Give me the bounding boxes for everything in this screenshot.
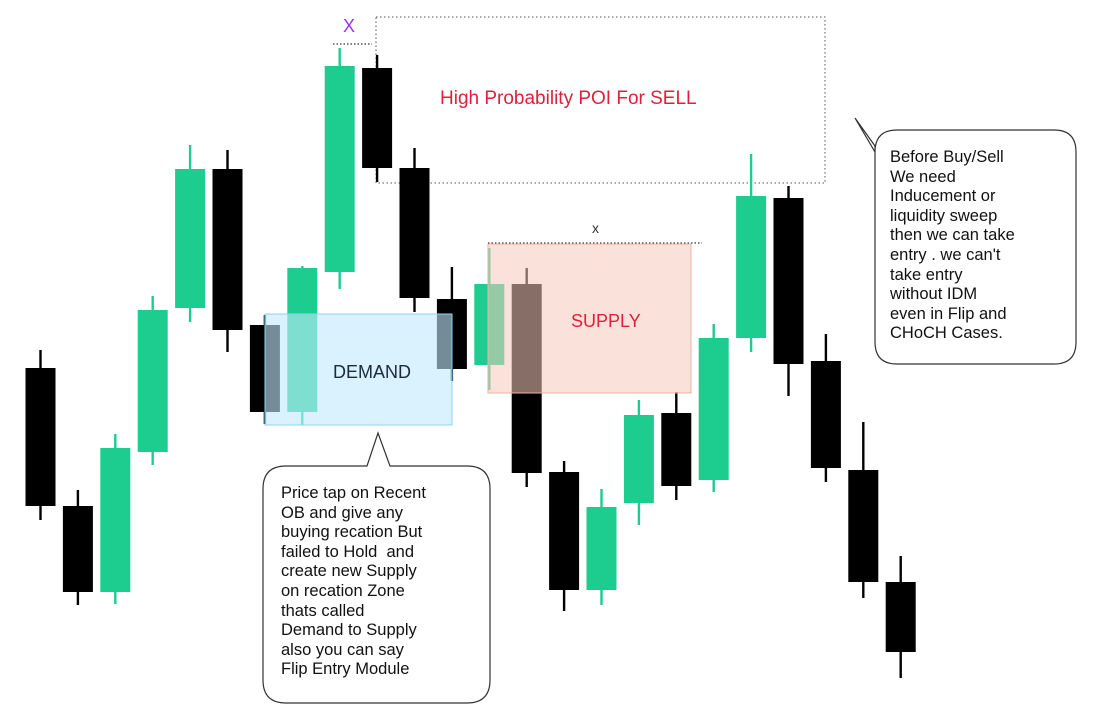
candle-body [773,198,804,364]
supply-zone-label: SUPPLY [571,311,641,331]
candle-5 [175,145,206,322]
candle-body [586,507,617,590]
poi-zone-label: High Probability POI For SELL [440,88,697,109]
candle-24 [885,556,916,678]
supply-zone [487,243,692,394]
candle-body [848,470,879,582]
candle-19 [698,324,729,492]
candle-body [661,413,692,486]
candle-21 [773,186,804,396]
candle-body [549,472,580,590]
candle-6 [212,150,243,352]
candle-17 [623,400,654,525]
candle-body [362,68,393,168]
candle-9 [324,48,355,289]
candle-body [399,168,430,298]
idm-note-callout [854,117,1077,365]
candle-body [698,338,729,480]
candle-body [62,506,93,592]
candle-body [885,582,916,652]
candle-15 [549,461,580,611]
candle-20 [736,154,767,352]
candle-body [810,361,841,468]
idm-note-text: Before Buy/Sell We need Inducement or li… [890,148,1015,343]
demand-zone [264,313,453,426]
candle-11 [399,148,430,312]
candle-body [736,196,767,338]
high-marker-label: X [343,16,356,36]
candle-body [100,448,131,592]
flip-note-text: Price tap on Recent OB and give any buyi… [281,484,426,679]
candle-1 [25,350,56,520]
demand-zone-label: DEMAND [333,362,412,382]
candle-10 [362,55,393,182]
candle-body [324,66,355,272]
candle-3 [100,434,131,604]
candle-body [137,310,168,452]
candle-18 [661,392,692,500]
candle-body [623,415,654,503]
flip-note-callout [262,431,491,704]
candle-body [175,169,206,308]
candle-22 [810,334,841,482]
candle-23 [848,422,879,598]
candle-4 [137,296,168,465]
equal-high-marker-label: x [592,220,599,236]
candle-body [25,368,56,506]
candle-body [212,169,243,330]
candle-16 [586,489,617,605]
candle-2 [62,490,93,605]
poi-zone [375,16,826,184]
